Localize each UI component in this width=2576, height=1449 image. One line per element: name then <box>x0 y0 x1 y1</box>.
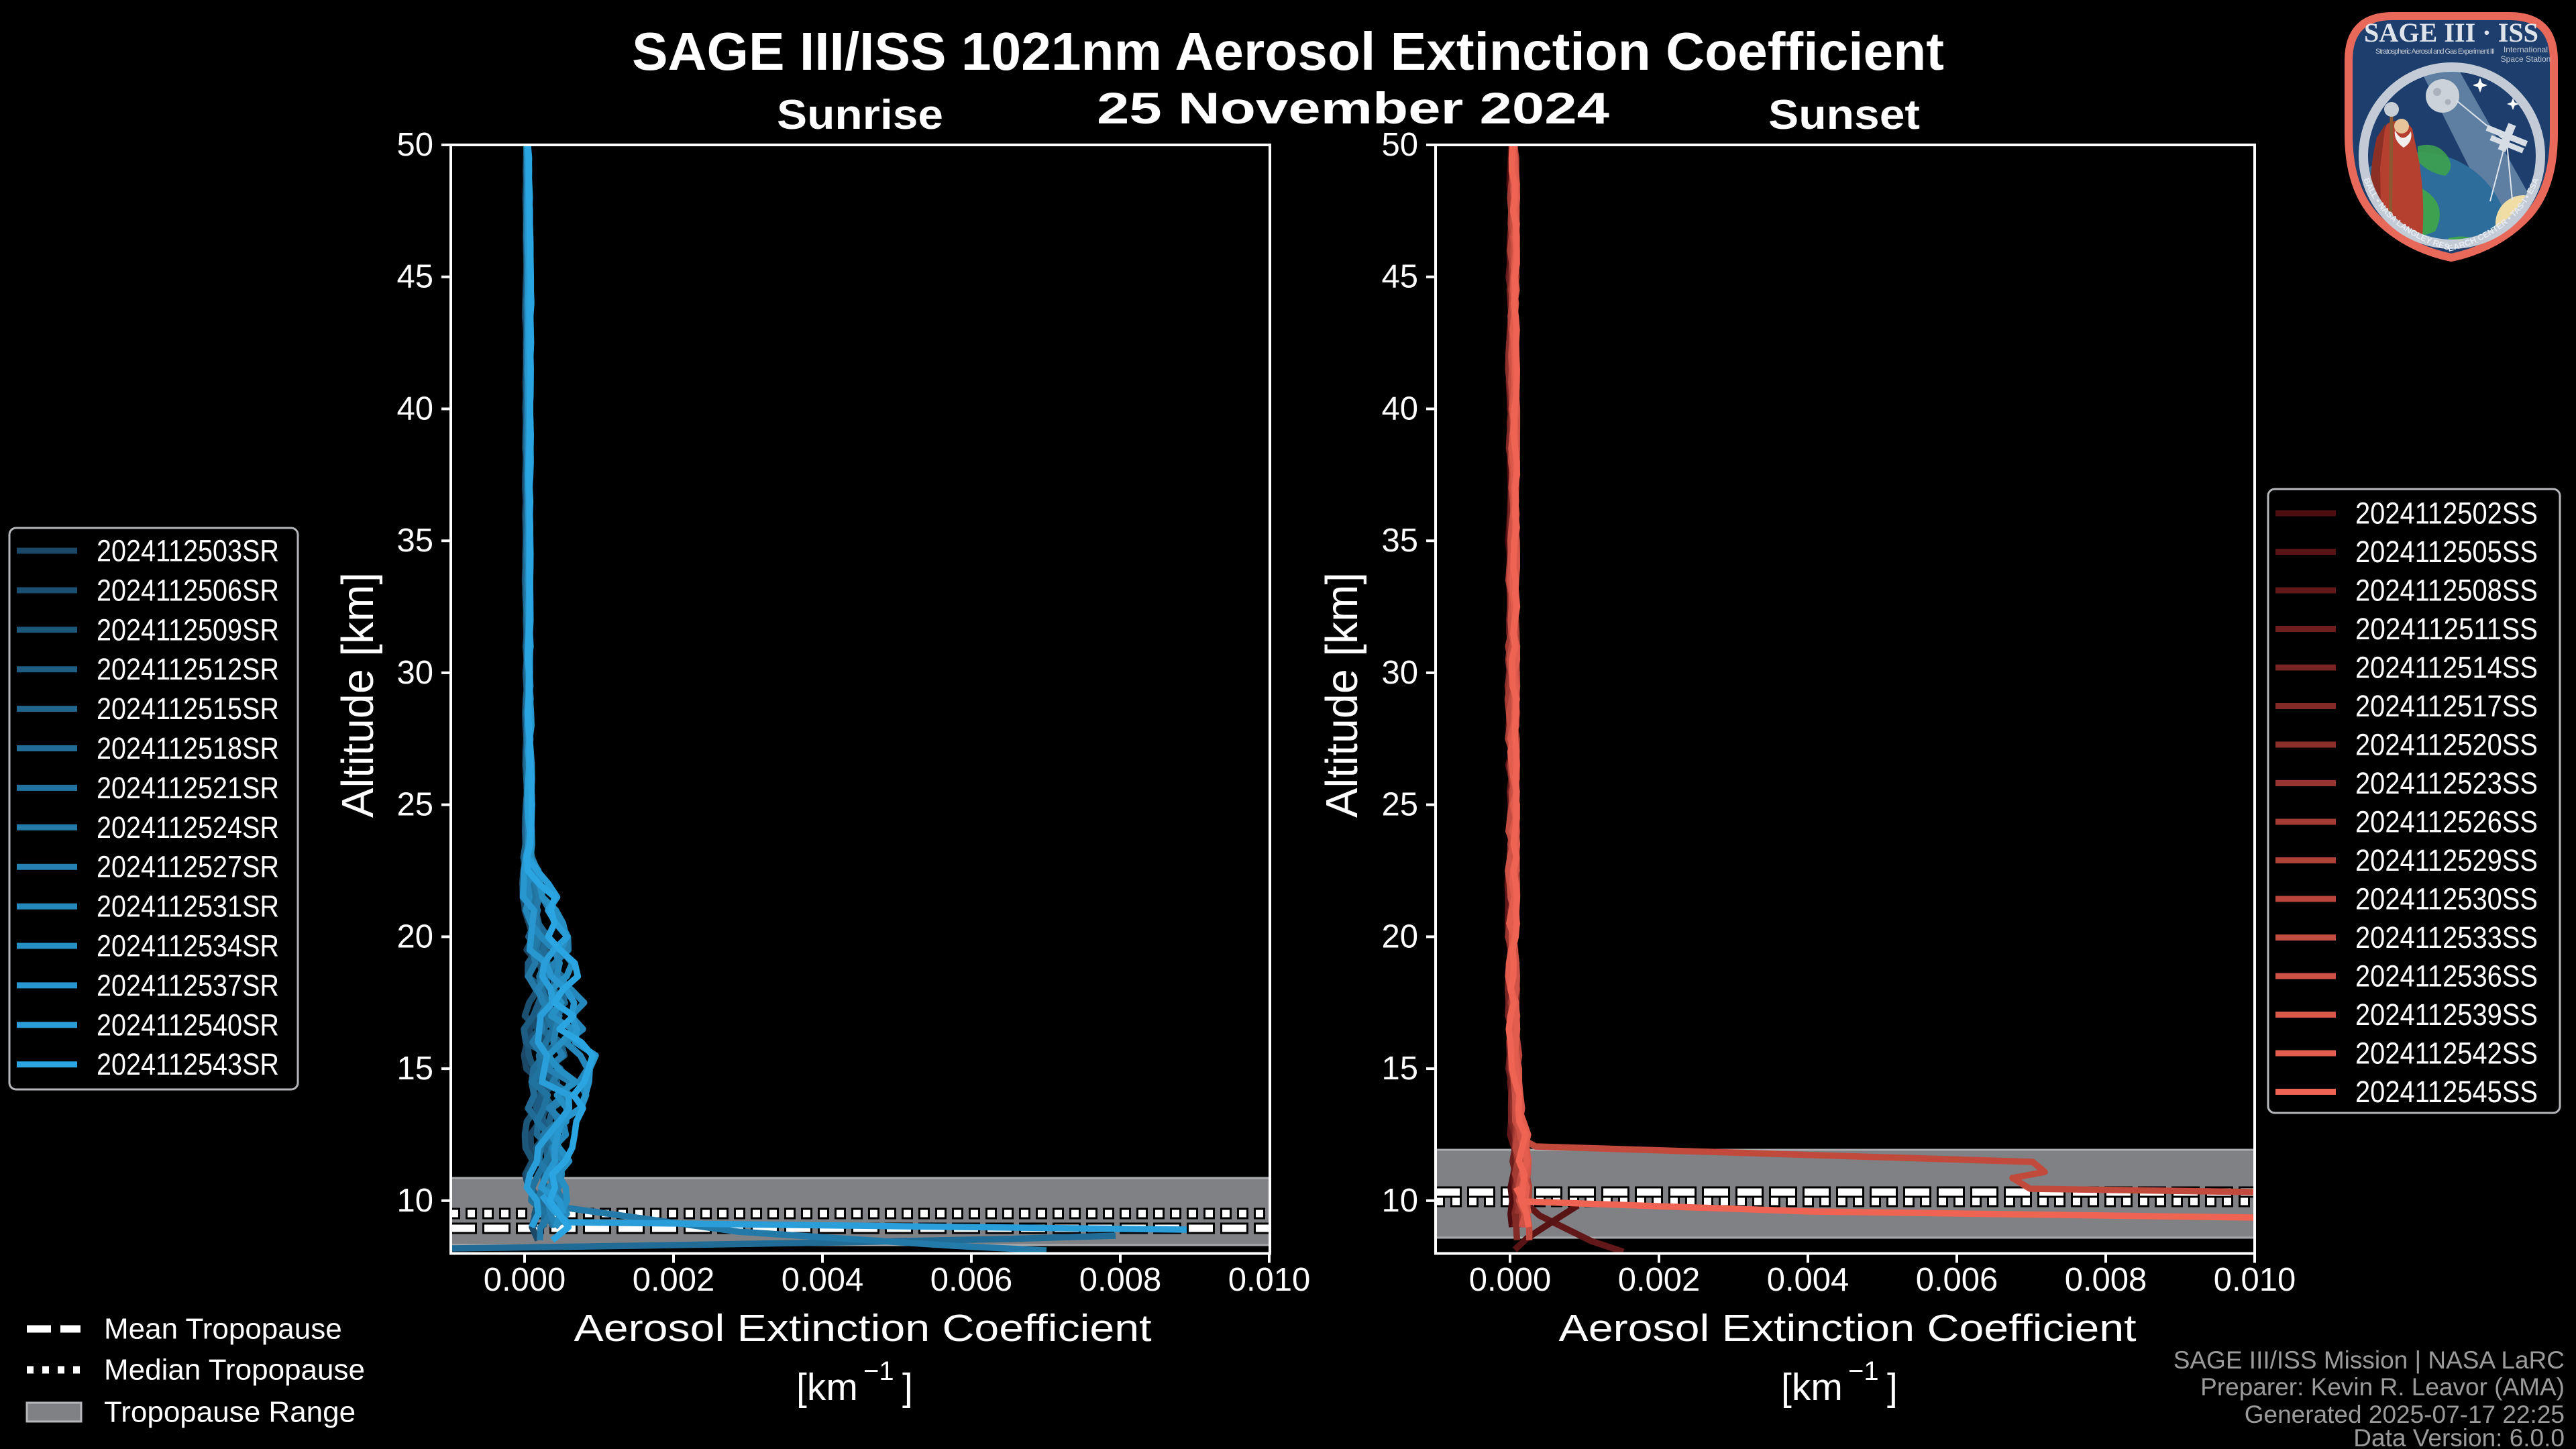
svg-text:2024112517SS: 2024112517SS <box>2355 689 2538 723</box>
svg-text:40: 40 <box>396 391 433 427</box>
svg-text:]: ] <box>1887 1366 1898 1409</box>
svg-text:2024112514SS: 2024112514SS <box>2355 651 2538 685</box>
svg-text:0.008: 0.008 <box>2065 1262 2147 1298</box>
svg-text:25: 25 <box>396 787 433 823</box>
svg-text:25 November 2024: 25 November 2024 <box>1097 83 1609 133</box>
svg-text:Sunrise: Sunrise <box>777 92 943 138</box>
svg-text:International: International <box>2504 45 2548 54</box>
svg-text:Stratospheric Aerosol and Gas: Stratospheric Aerosol and Gas Experiment… <box>2375 48 2495 56</box>
svg-text:2024112503SR: 2024112503SR <box>97 534 279 568</box>
svg-text:0.002: 0.002 <box>1618 1262 1701 1298</box>
svg-text:]: ] <box>902 1366 913 1409</box>
svg-text:Altitude [km]: Altitude [km] <box>1317 572 1367 818</box>
svg-text:15: 15 <box>1381 1051 1418 1087</box>
svg-text:2024112524SR: 2024112524SR <box>97 810 279 845</box>
svg-text:2024112536SS: 2024112536SS <box>2355 959 2538 994</box>
svg-text:2024112529SS: 2024112529SS <box>2355 843 2538 877</box>
svg-text:SAGE III · ISS: SAGE III · ISS <box>2364 17 2538 48</box>
svg-text:2024112502SS: 2024112502SS <box>2355 496 2538 531</box>
svg-text:2024112531SR: 2024112531SR <box>97 890 279 924</box>
svg-text:0.010: 0.010 <box>1228 1262 1311 1298</box>
svg-text:0.006: 0.006 <box>1916 1262 1998 1298</box>
svg-text:45: 45 <box>396 259 433 295</box>
svg-text:2024112533SS: 2024112533SS <box>2355 920 2538 955</box>
svg-text:0.004: 0.004 <box>1767 1262 1849 1298</box>
svg-text:25: 25 <box>1381 787 1418 823</box>
svg-text:Data Version: 6.0.0: Data Version: 6.0.0 <box>2353 1424 2565 1449</box>
svg-text:40: 40 <box>1381 391 1418 427</box>
svg-text:2024112523SS: 2024112523SS <box>2355 766 2538 800</box>
svg-text:35: 35 <box>1381 523 1418 559</box>
svg-text:2024112505SS: 2024112505SS <box>2355 535 2538 569</box>
svg-text:2024112509SR: 2024112509SR <box>97 612 279 647</box>
svg-text:10: 10 <box>1381 1183 1418 1219</box>
svg-text:Space Station: Space Station <box>2501 54 2551 64</box>
svg-text:Mean Tropopause: Mean Tropopause <box>104 1313 342 1346</box>
svg-text:20: 20 <box>1381 918 1418 955</box>
svg-text:35: 35 <box>396 523 433 559</box>
svg-text:10: 10 <box>396 1183 433 1219</box>
svg-text:2024112530SS: 2024112530SS <box>2355 882 2538 916</box>
svg-text:Preparer: Kevin R. Leavor (AMA: Preparer: Kevin R. Leavor (AMA) <box>2200 1373 2565 1401</box>
svg-text:Aerosol Extinction Coefficient: Aerosol Extinction Coefficient <box>1559 1307 2137 1350</box>
svg-text:2024112534SR: 2024112534SR <box>97 929 279 963</box>
svg-text:2024112540SR: 2024112540SR <box>97 1008 279 1042</box>
svg-text:2024112520SS: 2024112520SS <box>2355 728 2538 762</box>
svg-text:Median Tropopause: Median Tropopause <box>104 1354 365 1387</box>
svg-text:2024112542SS: 2024112542SS <box>2355 1036 2538 1071</box>
svg-text:50: 50 <box>396 127 433 163</box>
svg-text:Generated 2025-07-17 22:25: Generated 2025-07-17 22:25 <box>2245 1401 2565 1428</box>
svg-text:2024112515SR: 2024112515SR <box>97 692 279 726</box>
svg-text:2024112537SR: 2024112537SR <box>97 968 279 1002</box>
svg-text:Aerosol Extinction Coefficient: Aerosol Extinction Coefficient <box>574 1307 1152 1350</box>
svg-text:30: 30 <box>1381 655 1418 691</box>
svg-text:50: 50 <box>1381 127 1418 163</box>
svg-text:0.004: 0.004 <box>782 1262 864 1298</box>
svg-text:2024112511SS: 2024112511SS <box>2355 612 2538 646</box>
svg-text:0.002: 0.002 <box>633 1262 715 1298</box>
svg-text:[km: [km <box>1781 1366 1843 1409</box>
svg-text:45: 45 <box>1381 259 1418 295</box>
svg-text:0.000: 0.000 <box>484 1262 566 1298</box>
svg-text:2024112518SR: 2024112518SR <box>97 731 279 765</box>
svg-text:−1: −1 <box>1848 1356 1879 1386</box>
svg-text:0.000: 0.000 <box>1469 1262 1552 1298</box>
svg-text:Altitude [km]: Altitude [km] <box>333 572 383 818</box>
svg-text:Sunset: Sunset <box>1768 92 1920 138</box>
svg-text:SAGE III/ISS 1021nm Aerosol Ex: SAGE III/ISS 1021nm Aerosol Extinction C… <box>632 21 1944 81</box>
svg-text:2024112543SR: 2024112543SR <box>97 1047 279 1081</box>
svg-text:0.008: 0.008 <box>1079 1262 1162 1298</box>
svg-text:0.010: 0.010 <box>2214 1262 2296 1298</box>
svg-text:2024112539SS: 2024112539SS <box>2355 998 2538 1032</box>
svg-text:20: 20 <box>396 918 433 955</box>
svg-text:[km: [km <box>796 1366 858 1409</box>
svg-text:2024112526SS: 2024112526SS <box>2355 805 2538 839</box>
svg-text:2024112508SS: 2024112508SS <box>2355 574 2538 608</box>
svg-text:−1: −1 <box>863 1356 894 1386</box>
svg-text:2024112545SS: 2024112545SS <box>2355 1075 2538 1109</box>
svg-text:2024112512SR: 2024112512SR <box>97 652 279 686</box>
svg-text:30: 30 <box>396 655 433 691</box>
svg-text:SAGE III/ISS Mission | NASA La: SAGE III/ISS Mission | NASA LaRC <box>2174 1346 2565 1374</box>
svg-text:2024112521SR: 2024112521SR <box>97 771 279 805</box>
svg-text:2024112506SR: 2024112506SR <box>97 573 279 607</box>
svg-text:Tropopause Range: Tropopause Range <box>104 1396 356 1429</box>
svg-text:0.006: 0.006 <box>930 1262 1013 1298</box>
svg-text:2024112527SR: 2024112527SR <box>97 850 279 884</box>
svg-text:15: 15 <box>396 1051 433 1087</box>
